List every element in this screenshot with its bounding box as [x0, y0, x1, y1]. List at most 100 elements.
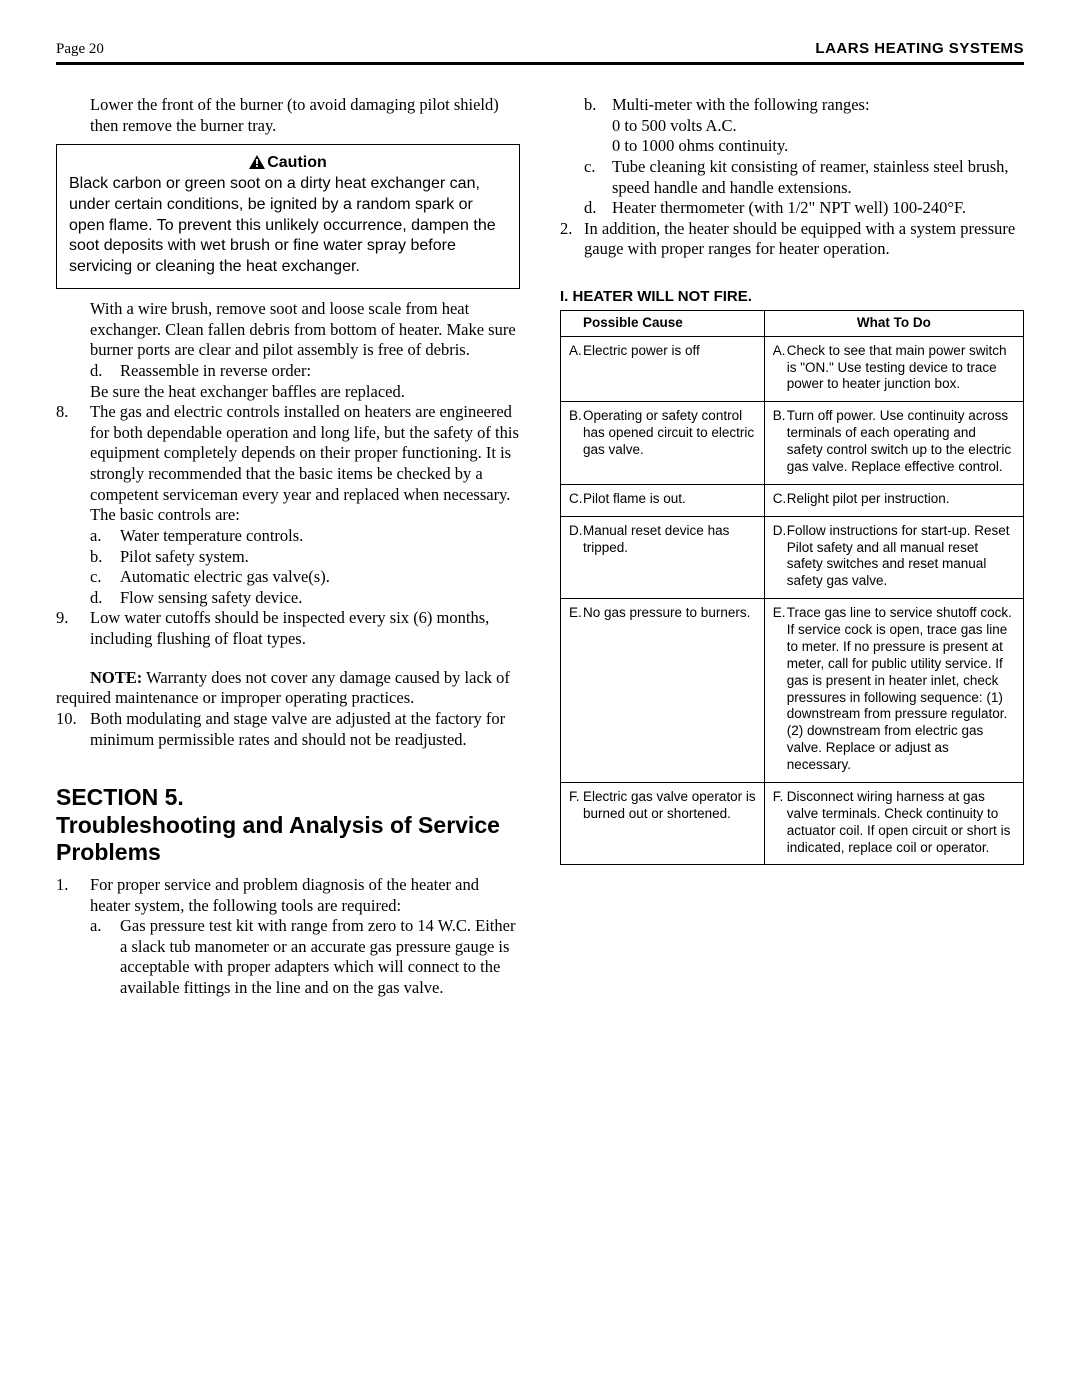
sec5-item-1: 1. For proper service and problem diagno… [56, 875, 520, 916]
list-text: Pilot safety system. [120, 547, 520, 568]
table-row: D.Manual reset device has tripped.D.Foll… [561, 516, 1024, 599]
cause-prefix: F. [569, 789, 583, 823]
troubleshooting-table: Possible Cause What To Do A.Electric pow… [560, 310, 1024, 866]
list-text: Flow sensing safety device. [120, 588, 520, 609]
note-label: NOTE: [90, 668, 142, 687]
list-label: 8. [56, 402, 90, 526]
list-label: c. [584, 157, 612, 198]
list-text: Reassemble in reverse order: [120, 361, 520, 382]
list-text: For proper service and problem diagnosis… [90, 875, 520, 916]
table-row: A.Electric power is offA.Check to see th… [561, 336, 1024, 402]
cause-cell: E.No gas pressure to burners. [561, 599, 765, 783]
table-row: C.Pilot flame is out.C.Relight pilot per… [561, 484, 1024, 516]
item-8c: c. Automatic electric gas valve(s). [56, 567, 520, 588]
item-8a: a. Water temperature controls. [56, 526, 520, 547]
list-label: 2. [560, 219, 584, 260]
caution-body: Black carbon or green soot on a dirty he… [69, 174, 507, 278]
cause-text: No gas pressure to burners. [583, 605, 756, 622]
list-text-line3: 0 to 1000 ohms continuity. [612, 136, 788, 155]
cause-prefix: E. [569, 605, 583, 622]
item-8: 8. The gas and electric controls install… [56, 402, 520, 526]
fix-cell: A.Check to see that main power switch is… [764, 336, 1023, 402]
list-label: 9. [56, 608, 90, 649]
sec5-item-1d: d. Heater thermometer (with 1/2" NPT wel… [560, 198, 1024, 219]
caution-box: Caution Black carbon or green soot on a … [56, 144, 520, 289]
table-row: B.Operating or safety control has opened… [561, 402, 1024, 485]
list-label: 10. [56, 709, 90, 750]
item-10: 10. Both modulating and stage valve are … [56, 709, 520, 750]
list-text: Water temperature controls. [120, 526, 520, 547]
sec5-item-1a: a. Gas pressure test kit with range from… [56, 916, 520, 999]
sec5-item-1b: b. Multi-meter with the following ranges… [560, 95, 1024, 157]
cause-text: Pilot flame is out. [583, 491, 756, 508]
list-text: Both modulating and stage valve are adju… [90, 709, 520, 750]
cause-text: Electric power is off [583, 343, 756, 360]
list-label: a. [90, 526, 120, 547]
fix-prefix: D. [773, 523, 787, 591]
list-label: 1. [56, 875, 90, 916]
table-row: F.Electric gas valve operator is burned … [561, 782, 1024, 865]
table-header-cause: Possible Cause [561, 310, 765, 336]
fix-prefix: B. [773, 408, 787, 476]
sec5-item-2: 2. In addition, the heater should be equ… [560, 219, 1024, 260]
cause-prefix: A. [569, 343, 583, 360]
section-title-line2: Troubleshooting and Analysis of Service … [56, 812, 520, 867]
cause-prefix: B. [569, 408, 583, 459]
cause-cell: A.Electric power is off [561, 336, 765, 402]
cause-cell: C.Pilot flame is out. [561, 484, 765, 516]
section-title-line1: SECTION 5. [56, 784, 520, 812]
fix-cell: F.Disconnect wiring harness at gas valve… [764, 782, 1023, 865]
fix-prefix: F. [773, 789, 787, 857]
fix-cell: D.Follow instructions for start-up. Rese… [764, 516, 1023, 599]
list-label: b. [90, 547, 120, 568]
left-column: Lower the front of the burner (to avoid … [56, 95, 520, 999]
item-8b: b. Pilot safety system. [56, 547, 520, 568]
list-label: c. [90, 567, 120, 588]
cause-text: Electric gas valve operator is burned ou… [583, 789, 756, 823]
table-row: E.No gas pressure to burners.E.Trace gas… [561, 599, 1024, 783]
fix-text: Trace gas line to service shutoff cock. … [787, 605, 1015, 774]
fix-cell: B.Turn off power. Use continuity across … [764, 402, 1023, 485]
cause-cell: D.Manual reset device has tripped. [561, 516, 765, 599]
fix-cell: C.Relight pilot per instruction. [764, 484, 1023, 516]
fix-text: Relight pilot per instruction. [787, 491, 1015, 508]
fix-text: Check to see that main power switch is "… [787, 343, 1015, 394]
right-column: b. Multi-meter with the following ranges… [560, 95, 1024, 999]
list-text: Gas pressure test kit with range from ze… [120, 916, 520, 999]
list-label: d. [90, 361, 120, 382]
cause-text: Manual reset device has tripped. [583, 523, 756, 557]
list-text: Low water cutoffs should be inspected ev… [90, 608, 520, 649]
cause-prefix: C. [569, 491, 583, 508]
fix-prefix: A. [773, 343, 787, 394]
fix-prefix: E. [773, 605, 787, 774]
item-9: 9. Low water cutoffs should be inspected… [56, 608, 520, 649]
brand-name: LAARS HEATING SYSTEMS [815, 40, 1024, 57]
fix-prefix: C. [773, 491, 787, 508]
table-header-fix: What To Do [764, 310, 1023, 336]
cause-text: Operating or safety control has opened c… [583, 408, 756, 459]
fix-text: Turn off power. Use continuity across te… [787, 408, 1015, 476]
list-text: Automatic electric gas valve(s). [120, 567, 520, 588]
cause-prefix: D. [569, 523, 583, 557]
list-label: b. [584, 95, 612, 157]
list-text: Heater thermometer (with 1/2" NPT well) … [612, 198, 1024, 219]
cause-cell: B.Operating or safety control has opened… [561, 402, 765, 485]
intro-paragraph: Lower the front of the burner (to avoid … [56, 95, 520, 136]
section-5-title: SECTION 5. Troubleshooting and Analysis … [56, 784, 520, 867]
after-d-paragraph: Be sure the heat exchanger baffles are r… [56, 382, 520, 403]
list-label: d. [584, 198, 612, 219]
list-text: Multi-meter with the following ranges: [612, 95, 870, 114]
list-label: d. [90, 588, 120, 609]
warning-icon [249, 155, 265, 169]
page-header: Page 20 LAARS HEATING SYSTEMS [56, 40, 1024, 65]
list-text: In addition, the heater should be equipp… [584, 219, 1024, 260]
list-text: The gas and electric controls installed … [90, 402, 520, 526]
list-label: a. [90, 916, 120, 999]
note-paragraph: NOTE: Warranty does not cover any damage… [56, 668, 520, 709]
list-text-line2: 0 to 500 volts A.C. [612, 116, 737, 135]
item-7d: d. Reassemble in reverse order: [56, 361, 520, 382]
fix-cell: E.Trace gas line to service shutoff cock… [764, 599, 1023, 783]
cause-cell: F.Electric gas valve operator is burned … [561, 782, 765, 865]
item-8d: d. Flow sensing safety device. [56, 588, 520, 609]
page-number: Page 20 [56, 41, 104, 58]
